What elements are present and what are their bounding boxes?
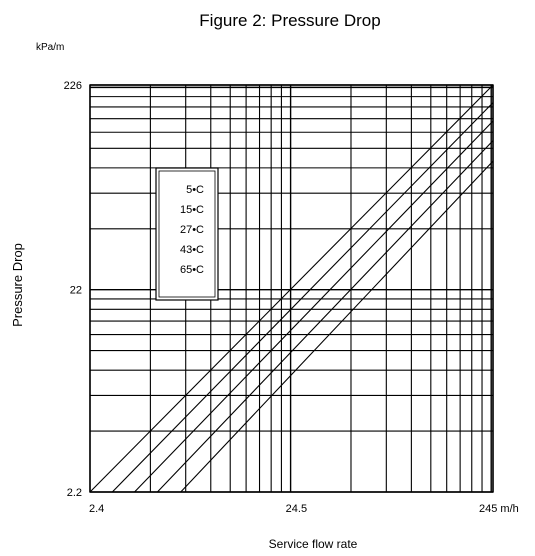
grid [89,84,494,493]
y-tick-label: 226 [64,80,82,92]
unit-label: kPa/m [36,42,64,53]
plot-frame [89,84,494,493]
series-lines [89,84,494,493]
legend-box [155,167,219,301]
y-tick-label: 22 [70,285,82,297]
y-axis-label: Pressure Drop [10,243,25,327]
legend-entry: 65•C [180,264,204,276]
legend: 5•C 15•C 27•C 43•C 65•C [155,167,219,301]
series-line-4 [156,140,494,493]
chart-title: Figure 2: Pressure Drop [199,11,380,30]
x-axis-label: Service flow rate [269,537,358,551]
x-tick-label: 2.4 [89,503,104,515]
series-line-1 [89,84,494,493]
series-line-3 [134,120,494,493]
x-tick-label: 24.5 [286,503,307,515]
legend-entry: 5•C [186,184,204,196]
tick-labels: 2.4 24.5 245 m/h 2.2 22 226 [64,80,519,515]
x-tick-label: 245 m/h [479,503,519,515]
legend-entry: 27•C [180,224,204,236]
legend-inner-border [158,170,216,298]
y-tick-label: 2.2 [67,487,82,499]
legend-entry: 43•C [180,244,204,256]
legend-entry: 15•C [180,204,204,216]
series-line-5 [180,160,494,493]
series-line-2 [111,102,494,493]
